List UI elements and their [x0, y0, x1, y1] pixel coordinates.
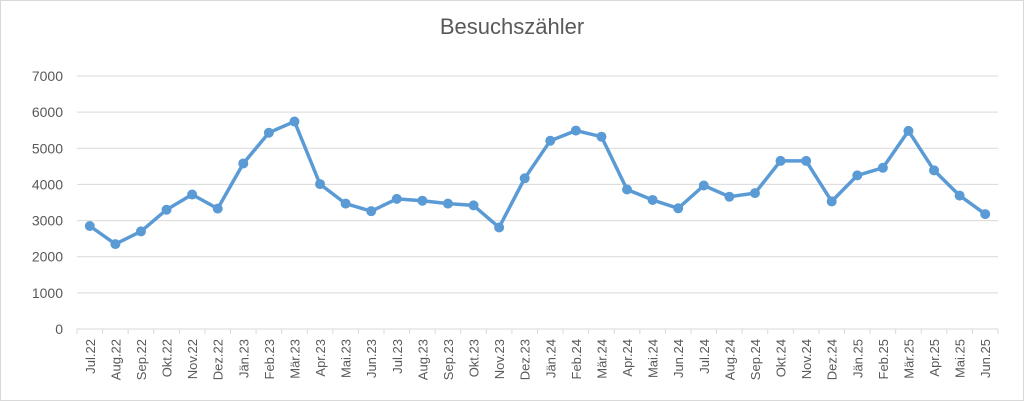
x-tick-label: Jän.24 — [543, 339, 558, 378]
x-tick-label: Jun.24 — [671, 339, 686, 378]
data-point — [315, 179, 326, 190]
data-point — [852, 170, 863, 181]
data-point — [110, 239, 121, 250]
data-point — [749, 188, 760, 199]
data-point — [238, 158, 249, 169]
series-line — [88, 119, 987, 246]
x-tick-label: Apr.25 — [927, 339, 942, 377]
x-tick-label: Mär.25 — [901, 339, 916, 379]
x-tick-label: Jul.22 — [83, 339, 98, 374]
x-tick-label: Dez.24 — [825, 339, 840, 380]
data-point — [980, 209, 991, 220]
data-point — [954, 190, 965, 201]
x-tick-label: Sep.24 — [748, 339, 763, 380]
data-point — [570, 125, 581, 136]
x-tick-label: Aug.23 — [415, 339, 430, 380]
data-point — [263, 127, 274, 138]
x-tick-label: Jän.23 — [236, 339, 251, 378]
data-point — [212, 203, 223, 214]
y-tick-label: 0 — [55, 321, 63, 337]
data-point — [877, 162, 888, 173]
x-tick-label: Sep.23 — [441, 339, 456, 380]
x-tick-label: Aug.24 — [722, 339, 737, 380]
x-tick-label: Jun.23 — [364, 339, 379, 378]
y-tick-label: 3000 — [32, 213, 63, 229]
x-tick-label: Apr.24 — [620, 339, 635, 377]
x-tick-label: Mär.24 — [594, 339, 609, 379]
x-tick-label: Jun.25 — [978, 339, 993, 378]
data-point — [673, 203, 684, 214]
series-layer — [84, 116, 991, 250]
x-tick-label: Feb.25 — [876, 339, 891, 379]
x-tick-label: Jul.23 — [390, 339, 405, 374]
data-point — [340, 198, 351, 209]
data-point — [289, 116, 300, 127]
data-point — [724, 191, 735, 202]
data-point — [545, 135, 556, 146]
y-tick-label: 2000 — [32, 249, 63, 265]
x-axis-tick-labels: Jul.22 Aug.22 Sep.22 Okt.22 Nov.22 Dez.22 Jän.… — [83, 339, 993, 380]
x-tick-label: Okt.22 — [160, 339, 175, 377]
x-tick-label: Okt.23 — [467, 339, 482, 377]
data-point — [494, 222, 505, 233]
x-tick-label: Jul.24 — [697, 339, 712, 374]
y-tick-label: 5000 — [32, 140, 63, 156]
x-tick-label: Mai.23 — [339, 339, 354, 378]
data-point — [826, 196, 837, 207]
data-point — [135, 226, 146, 237]
data-point — [622, 184, 633, 195]
chart-title: Besuchszähler — [439, 14, 585, 39]
gridlines — [76, 75, 999, 334]
data-point — [468, 200, 479, 211]
data-point — [84, 220, 95, 231]
data-point — [801, 155, 812, 166]
x-tick-label: Mär.23 — [287, 339, 302, 379]
y-tick-label: 7000 — [32, 68, 63, 84]
data-point — [187, 189, 198, 200]
x-tick-label: Sep.22 — [134, 339, 149, 380]
x-tick-label: Okt.24 — [774, 339, 789, 377]
x-tick-label: Nov.22 — [185, 339, 200, 379]
x-tick-label: Dez.23 — [518, 339, 533, 380]
data-point — [903, 125, 914, 136]
x-tick-label: Dez.22 — [211, 339, 226, 380]
x-tick-label: Nov.24 — [799, 339, 814, 379]
data-point — [442, 198, 453, 209]
x-tick-label: Mai.25 — [953, 339, 968, 378]
x-tick-label: Aug.22 — [108, 339, 123, 380]
x-tick-label: Feb.23 — [262, 339, 277, 379]
data-point — [391, 193, 402, 204]
data-point — [519, 173, 530, 184]
data-point — [161, 204, 172, 215]
data-point — [366, 206, 377, 217]
x-tick-label: Feb.24 — [569, 339, 584, 379]
x-tick-label: Apr.23 — [313, 339, 328, 377]
y-tick-label: 1000 — [32, 285, 63, 301]
data-point — [929, 165, 940, 176]
y-axis-tick-labels: 0 1000 2000 3000 4000 5000 6000 7000 — [32, 68, 63, 337]
data-point — [417, 195, 428, 206]
data-point — [647, 194, 658, 205]
data-point — [775, 155, 786, 166]
data-point — [698, 180, 709, 191]
x-tick-label: Mai.24 — [646, 339, 661, 378]
x-tick-label: Jän.25 — [850, 339, 865, 378]
x-tick-label: Nov.23 — [492, 339, 507, 379]
y-tick-label: 4000 — [32, 176, 63, 192]
y-tick-label: 6000 — [32, 104, 63, 120]
data-point — [596, 131, 607, 142]
